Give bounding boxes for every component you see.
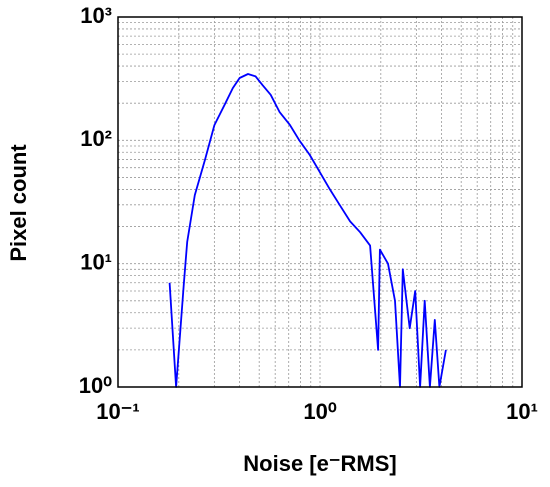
x-tick-label: 10⁻¹ (96, 399, 139, 424)
x-tick-label: 10⁰ (303, 399, 336, 424)
plot-frame (117, 16, 523, 388)
y-tick-label: 10⁰ (79, 373, 112, 398)
y-tick-label: 10³ (80, 3, 112, 28)
data-line (168, 73, 447, 388)
x-axis-label: Noise [e⁻RMS] (243, 451, 396, 476)
y-tick-label: 10¹ (80, 249, 112, 274)
y-axis-label: Pixel count (6, 144, 31, 262)
y-tick-label: 10² (80, 126, 112, 151)
x-tick-label: 10¹ (506, 399, 538, 424)
